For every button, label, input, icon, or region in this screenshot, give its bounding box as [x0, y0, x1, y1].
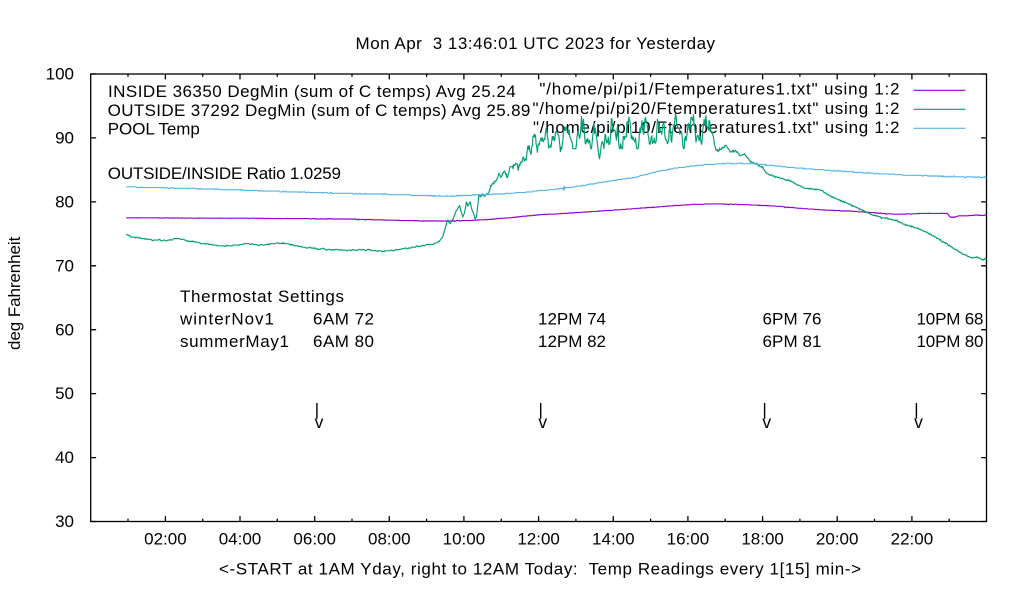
svg-text:10PM 80: 10PM 80	[917, 332, 984, 351]
svg-text:INSIDE 36350 DegMin (sum of C: INSIDE 36350 DegMin (sum of C temps) Avg…	[108, 82, 516, 101]
svg-text:OUTSIDE/INSIDE Ratio 1.0259: OUTSIDE/INSIDE Ratio 1.0259	[108, 164, 341, 183]
svg-text:22:00: 22:00	[891, 530, 934, 549]
svg-text:30: 30	[55, 512, 74, 531]
svg-text:6PM 76: 6PM 76	[763, 310, 822, 329]
svg-text:OUTSIDE 37292 DegMin (sum of C: OUTSIDE 37292 DegMin (sum of C temps) Av…	[108, 101, 531, 120]
svg-text:<-START at 1AM Yday, right to: <-START at 1AM Yday, right to 12AM Today…	[219, 560, 861, 579]
svg-text:50: 50	[55, 384, 74, 403]
svg-text:summerMay1: summerMay1	[180, 332, 289, 351]
svg-text:v: v	[914, 412, 923, 432]
svg-text:6AM 72: 6AM 72	[313, 310, 374, 329]
svg-text:06:00: 06:00	[293, 530, 336, 549]
svg-text:"/home/pi/pi1/Ftemperatures1.t: "/home/pi/pi1/Ftemperatures1.txt" using …	[539, 80, 899, 99]
svg-text:04:00: 04:00	[219, 530, 262, 549]
svg-text:08:00: 08:00	[368, 530, 411, 549]
svg-text:v: v	[762, 412, 771, 432]
svg-text:v: v	[538, 412, 547, 432]
svg-text:20:00: 20:00	[816, 530, 859, 549]
svg-text:14:00: 14:00	[592, 530, 635, 549]
svg-text:10PM 68: 10PM 68	[917, 310, 984, 329]
svg-text:100: 100	[46, 65, 74, 84]
svg-text:POOL Temp: POOL Temp	[108, 120, 200, 139]
svg-text:10:00: 10:00	[443, 530, 486, 549]
svg-text:18:00: 18:00	[741, 530, 784, 549]
svg-text:6PM 81: 6PM 81	[763, 332, 822, 351]
svg-text:12:00: 12:00	[517, 530, 560, 549]
svg-text:16:00: 16:00	[667, 530, 710, 549]
svg-text:v: v	[315, 412, 324, 432]
svg-text:90: 90	[55, 129, 74, 148]
svg-text:"/home/pi/pi20/Ftemperatures1.: "/home/pi/pi20/Ftemperatures1.txt" using…	[533, 99, 900, 118]
svg-text:Thermostat Settings: Thermostat Settings	[180, 287, 344, 306]
svg-text:40: 40	[55, 448, 74, 467]
svg-text:70: 70	[55, 256, 74, 275]
svg-text:6AM 80: 6AM 80	[313, 332, 374, 351]
svg-text:deg Fahrenheit: deg Fahrenheit	[5, 236, 24, 350]
svg-text:"/home/pi/pi10/Ftemperatures1.: "/home/pi/pi10/Ftemperatures1.txt" using…	[533, 118, 900, 137]
svg-text:Mon Apr 3 13:46:01 UTC 2023 f: Mon Apr 3 13:46:01 UTC 2023 for Yesterda…	[356, 34, 716, 53]
svg-text:12PM 82: 12PM 82	[538, 332, 606, 351]
svg-text:60: 60	[55, 320, 74, 339]
svg-text:12PM 74: 12PM 74	[538, 310, 606, 329]
svg-text:02:00: 02:00	[144, 530, 187, 549]
svg-text:winterNov1: winterNov1	[179, 310, 274, 329]
svg-text:80: 80	[55, 193, 74, 212]
